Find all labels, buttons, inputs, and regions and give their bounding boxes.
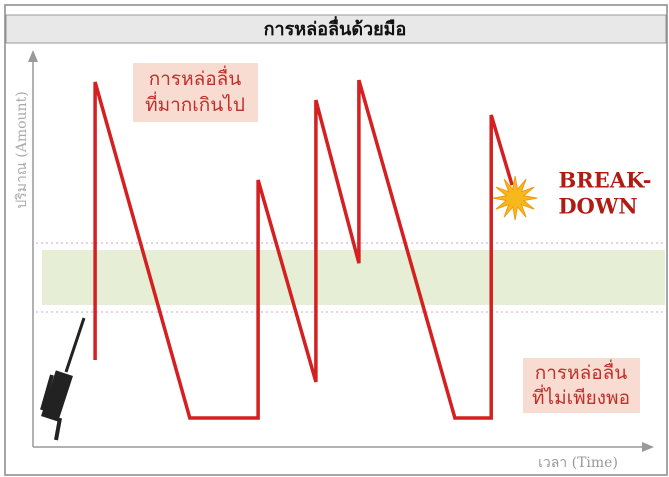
- annotation: การหล่อลื่น: [535, 359, 628, 384]
- y-axis-label: ปริมาณ (Amount): [14, 91, 30, 208]
- annotation: ที่มากเกินไป: [145, 91, 245, 116]
- annotation: การหล่อลื่น: [149, 65, 242, 90]
- annotation: ที่ไม่เพียงพอ: [532, 384, 630, 409]
- chart-title: การหล่อลื่นด้วยมือ: [264, 16, 407, 40]
- chart: การหล่อลื่นด้วยมือ ปริมาณ (Amount) เวลา …: [0, 0, 669, 477]
- optimal-band: [42, 250, 665, 305]
- breakdown-label: DOWN: [558, 194, 637, 219]
- page: การหล่อลื่นด้วยมือ ปริมาณ (Amount) เวลา …: [0, 0, 669, 477]
- breakdown-label: BREAK-: [559, 168, 652, 193]
- x-axis-label: เวลา (Time): [538, 455, 618, 471]
